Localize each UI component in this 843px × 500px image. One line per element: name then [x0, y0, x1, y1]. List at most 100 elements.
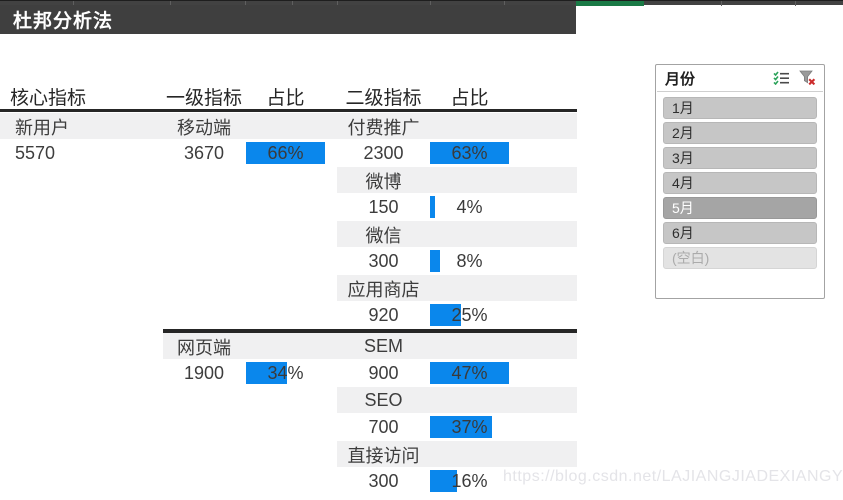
cell-level2-indicator: 900 — [368, 363, 399, 383]
table-row: 新用户 移动端 付费推广 — [0, 113, 577, 140]
header-level1-indicator: 一级指标 — [165, 88, 242, 109]
sheet-accent-green — [576, 1, 644, 6]
grid-line — [795, 1, 796, 6]
slicer-item-2月[interactable]: 2月 — [663, 122, 817, 144]
cell-level2-ratio: 63% — [430, 142, 509, 164]
cell-core-indicator: 5570 — [15, 143, 56, 163]
cell-level2-indicator: 直接访问 — [347, 445, 420, 466]
row-shading — [337, 167, 577, 193]
header-level1-ratio: 占比 — [266, 88, 305, 109]
row-shading — [337, 221, 577, 247]
table-header-row: 核心指标 一级指标 占比 二级指标 占比 — [0, 84, 577, 109]
cell-level1-ratio: 66% — [246, 142, 325, 164]
cell-level1-indicator: 3670 — [183, 143, 225, 163]
slicer-caption: 月份 — [665, 70, 696, 88]
cell-level2-indicator: SEO — [364, 390, 403, 410]
data-bar-label: 66% — [267, 142, 304, 163]
data-bar — [430, 416, 493, 438]
data-bar-label: 4% — [456, 196, 483, 217]
table-row: 920 25% — [0, 302, 577, 329]
row-shading — [337, 441, 577, 467]
data-bar — [246, 362, 287, 384]
cell-level1-indicator: 网页端 — [177, 337, 231, 358]
clear-filter-icon[interactable] — [797, 70, 817, 86]
page-title: 杜邦分析法 — [13, 11, 114, 32]
data-bar-label: 8% — [456, 250, 483, 271]
slicer-item-5月[interactable]: 5月 — [663, 197, 817, 219]
table-row: 5570 3670 66% 2300 63% — [0, 140, 577, 167]
data-bar-label: 16% — [451, 470, 488, 491]
header-underline — [0, 109, 577, 112]
slicer-item-空白[interactable]: (空白) — [663, 247, 817, 269]
row-shading — [337, 387, 577, 413]
cell-level2-ratio: 47% — [430, 362, 509, 384]
data-bar-label: 37% — [451, 416, 488, 437]
row-shading — [163, 333, 577, 359]
table-row: 网页端 SEM — [0, 333, 577, 360]
cell-level1-ratio: 34% — [246, 362, 325, 384]
cell-level2-indicator: 付费推广 — [347, 117, 420, 138]
cell-level2-ratio: 8% — [430, 250, 509, 272]
cell-level2-indicator: SEM — [363, 336, 403, 356]
table-row: 微博 — [0, 167, 577, 194]
cell-level1-indicator: 1900 — [183, 363, 225, 383]
cell-level2-indicator: 920 — [368, 305, 399, 325]
slicer-item-3月[interactable]: 3月 — [663, 147, 817, 169]
grid-line — [245, 1, 246, 6]
table-row: 300 16% — [0, 468, 577, 495]
cell-core-indicator: 新用户 — [15, 117, 69, 138]
month-slicer: 月份 — [655, 64, 825, 299]
watermark: https://blog.csdn.net/LAJIANGJIADEXIANGY… — [503, 468, 843, 485]
cell-level1-indicator: 移动端 — [177, 117, 231, 138]
cell-level2-indicator: 微博 — [365, 171, 402, 192]
table-row: 150 4% — [0, 194, 577, 221]
table-row: 微信 — [0, 221, 577, 248]
cell-level2-ratio: 37% — [430, 416, 509, 438]
cell-level2-indicator: 2300 — [363, 143, 404, 163]
table-row: 700 37% — [0, 414, 577, 441]
header-core-indicator: 核心指标 — [10, 88, 87, 109]
cell-level2-indicator: 微信 — [365, 225, 402, 246]
table-row: SEO — [0, 387, 577, 414]
slicer-header: 月份 — [656, 65, 824, 91]
cell-level2-ratio: 16% — [430, 470, 509, 492]
slicer-item-4月[interactable]: 4月 — [663, 172, 817, 194]
row-shading — [337, 275, 577, 301]
header-level2-ratio: 占比 — [450, 88, 489, 109]
data-bar — [430, 196, 435, 218]
cell-level2-indicator: 700 — [368, 417, 399, 437]
data-bar — [430, 470, 457, 492]
title-bar: 杜邦分析法 — [0, 5, 576, 34]
cell-level2-indicator: 应用商店 — [347, 279, 420, 300]
multi-select-icon[interactable] — [771, 70, 791, 86]
grid-line — [292, 1, 293, 6]
slicer-item-1月[interactable]: 1月 — [663, 97, 817, 119]
grid-line — [721, 1, 722, 6]
grid-line — [504, 1, 505, 6]
data-bar-label: 47% — [451, 362, 488, 383]
grid-line — [170, 1, 171, 6]
grid-line — [430, 1, 431, 6]
grid-line — [73, 1, 74, 6]
data-bar — [430, 250, 441, 272]
data-bar-label: 34% — [267, 362, 304, 383]
grid-line — [337, 1, 338, 6]
sheet-top-strip — [0, 0, 843, 6]
data-bar — [246, 142, 325, 164]
data-bar — [430, 362, 509, 384]
section-divider — [163, 329, 577, 333]
data-bar-label: 25% — [451, 304, 488, 325]
table-row: 1900 34% 900 47% — [0, 360, 577, 387]
slicer-items: 1月 2月 3月 4月 5月 6月 (空白) — [656, 92, 824, 269]
cell-level2-indicator: 300 — [368, 471, 399, 491]
cell-level2-indicator: 150 — [368, 197, 399, 217]
cell-level2-ratio: 4% — [430, 196, 509, 218]
table-row: 应用商店 — [0, 275, 577, 302]
cell-level2-ratio: 25% — [430, 304, 509, 326]
slicer-divider — [657, 91, 823, 92]
table-row: 直接访问 — [0, 441, 577, 468]
slicer-item-6月[interactable]: 6月 — [663, 222, 817, 244]
data-bar — [430, 304, 462, 326]
row-shading — [0, 113, 577, 139]
